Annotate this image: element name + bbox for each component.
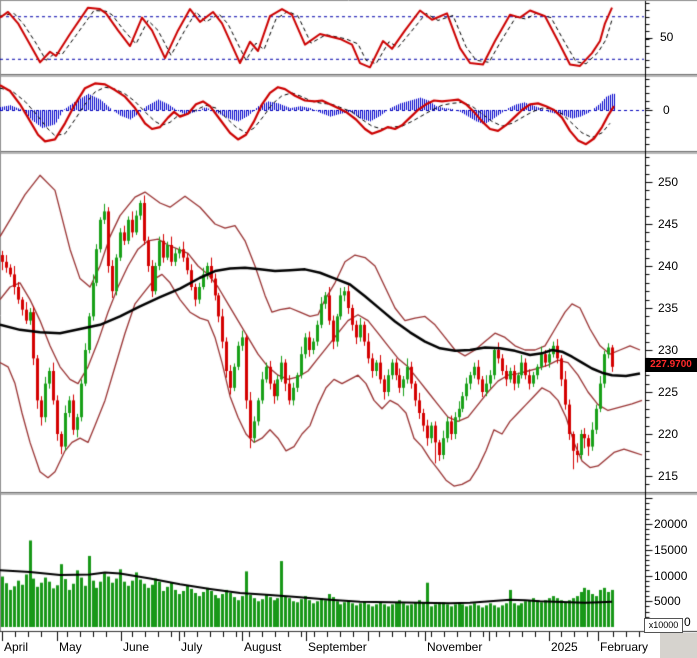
volume-axis-label: 15000 xyxy=(654,543,688,557)
oscillator-axis-label: 50 xyxy=(660,30,674,44)
volume-axis-label: 20000 xyxy=(654,517,688,531)
price-axis-label: 220 xyxy=(658,427,679,441)
month-label: August xyxy=(244,640,282,654)
price-axis-label: 235 xyxy=(658,301,679,315)
price-axis-label: 225 xyxy=(658,385,679,399)
month-label: February xyxy=(600,640,649,654)
month-label: July xyxy=(181,640,203,654)
price-axis-label: 245 xyxy=(658,217,679,231)
price-axis-label: 250 xyxy=(658,175,679,189)
month-label: 2025 xyxy=(551,640,578,654)
volume-zero-label: 0 xyxy=(684,615,691,629)
month-label: November xyxy=(427,640,483,654)
month-label: September xyxy=(308,640,367,654)
volume-unit-label: x10000 xyxy=(644,618,683,633)
axis-corner xyxy=(660,633,697,658)
volume-axis-label: 10000 xyxy=(654,569,688,583)
price-axis-label: 240 xyxy=(658,259,679,273)
price-axis-label: 230 xyxy=(658,343,679,357)
month-label: April xyxy=(4,640,29,654)
month-label: June xyxy=(123,640,150,654)
price-axis-label: 215 xyxy=(658,469,679,483)
last-price-tag: 227.9700 xyxy=(645,358,697,372)
macd-axis-label: 0 xyxy=(663,103,670,117)
month-label: May xyxy=(59,640,82,654)
volume-axis-label: 5000 xyxy=(654,594,681,608)
